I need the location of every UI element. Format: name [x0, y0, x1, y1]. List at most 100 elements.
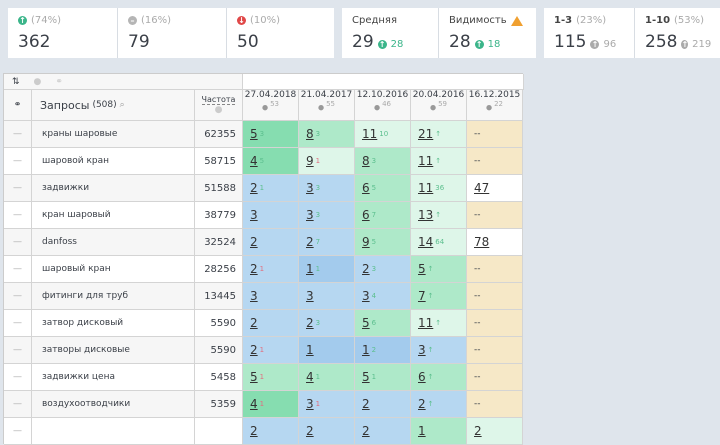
position-cell[interactable]: 3 [243, 202, 299, 229]
position-link[interactable]: 7 [418, 289, 426, 303]
query-text[interactable]: задвижки [32, 175, 195, 202]
position-link[interactable]: 2 [362, 262, 370, 276]
row-link-toggle[interactable]: — [4, 256, 32, 283]
stat-card[interactable]: 1-3 (23%) 115 ↑ 96 [544, 8, 634, 58]
position-link[interactable]: 14 [418, 235, 434, 249]
position-cell[interactable]: 1 [299, 337, 355, 364]
position-link[interactable]: 3 [306, 289, 314, 303]
date-column-header[interactable]: 20.04.2016 ● 59 [411, 90, 467, 121]
position-link[interactable]: 3 [362, 289, 370, 303]
position-cell[interactable]: 11 ↑ [411, 310, 467, 337]
stat-card[interactable]: ↓ (10%) 50 [226, 8, 334, 58]
position-cell[interactable]: 2 [467, 418, 523, 445]
query-label[interactable]: шаровый кран [42, 264, 111, 274]
position-cell[interactable]: 3 [299, 283, 355, 310]
row-link-toggle[interactable]: — [4, 202, 32, 229]
link-icon[interactable]: ⚭ [13, 100, 22, 110]
query-text[interactable]: задвижки цена [32, 364, 195, 391]
date-column-header[interactable]: 27.04.2018 ● 53 [243, 90, 299, 121]
position-link[interactable]: 78 [474, 235, 490, 249]
toggle-icon[interactable]: ● [33, 76, 42, 87]
position-link[interactable]: 11 [418, 316, 434, 330]
position-link[interactable]: 5 [418, 262, 426, 276]
position-link[interactable]: 5 [362, 316, 370, 330]
position-cell[interactable]: 3 [243, 283, 299, 310]
row-link-toggle[interactable]: — [4, 418, 32, 445]
frequency-header[interactable]: Частота ● [195, 90, 243, 121]
position-link[interactable]: 2 [250, 262, 258, 276]
position-link[interactable]: 2 [474, 424, 482, 438]
query-text[interactable] [32, 418, 195, 445]
position-cell[interactable]: 2 [355, 391, 411, 418]
row-link-toggle[interactable]: — [4, 391, 32, 418]
query-text[interactable]: краны шаровые [32, 121, 195, 148]
row-link-toggle[interactable]: — [4, 121, 32, 148]
position-link[interactable]: 1 [362, 343, 370, 357]
position-link[interactable]: 3 [306, 181, 314, 195]
position-cell[interactable]: 5 ↑ [411, 256, 467, 283]
position-link[interactable]: 6 [418, 370, 426, 384]
position-link[interactable]: 1 [306, 343, 314, 357]
query-label[interactable]: краны шаровые [42, 129, 118, 139]
row-link-toggle[interactable]: — [4, 175, 32, 202]
position-cell[interactable]: 2 [355, 418, 411, 445]
position-link[interactable]: 2 [250, 343, 258, 357]
stat-card[interactable]: – (16%) 79 [117, 8, 226, 58]
position-cell[interactable]: -- [467, 121, 523, 148]
position-link[interactable]: 2 [250, 181, 258, 195]
position-cell[interactable]: 2 [299, 418, 355, 445]
query-text[interactable]: затвор дисковый [32, 310, 195, 337]
query-label[interactable]: затвор дисковый [42, 318, 124, 328]
position-link[interactable]: 11 [418, 181, 434, 195]
position-link[interactable]: 2 [306, 235, 314, 249]
row-link-toggle[interactable]: — [4, 229, 32, 256]
position-cell[interactable]: 47 [467, 175, 523, 202]
position-link[interactable]: 13 [418, 208, 434, 222]
position-cell[interactable]: 11 10 [355, 121, 411, 148]
position-cell[interactable]: -- [467, 391, 523, 418]
position-link[interactable]: 8 [306, 127, 314, 141]
position-cell[interactable]: 2 [243, 418, 299, 445]
position-link[interactable]: 47 [474, 181, 490, 195]
position-cell[interactable]: -- [467, 364, 523, 391]
position-cell[interactable]: 2 [243, 310, 299, 337]
row-link-toggle[interactable]: — [4, 364, 32, 391]
position-link[interactable]: 11 [418, 154, 434, 168]
position-link[interactable]: 8 [362, 154, 370, 168]
row-link-toggle[interactable]: — [4, 283, 32, 310]
date-column-header[interactable]: 12.10.2016 ● 46 [355, 90, 411, 121]
query-label[interactable]: шаровой кран [42, 156, 110, 166]
position-link[interactable]: 9 [306, 154, 314, 168]
query-text[interactable]: фитинги для труб [32, 283, 195, 310]
query-label[interactable]: danfoss [42, 237, 77, 247]
position-cell[interactable]: 11 ↑ [411, 148, 467, 175]
position-link[interactable]: 6 [362, 181, 370, 195]
position-link[interactable]: 1 [306, 262, 314, 276]
position-cell[interactable]: -- [467, 148, 523, 175]
search-icon[interactable]: ⌕ [119, 100, 125, 110]
stat-card[interactable]: Средняя 29 ↑ 28 [342, 8, 438, 58]
position-link[interactable]: 4 [250, 397, 258, 411]
position-cell[interactable]: 13 ↑ [411, 202, 467, 229]
position-link[interactable]: 3 [306, 208, 314, 222]
position-link[interactable]: 11 [362, 127, 378, 141]
stat-card[interactable]: 1-10 (53%) 258 ↑ 219 [634, 8, 720, 58]
position-link[interactable]: 2 [250, 235, 258, 249]
position-cell[interactable]: -- [467, 283, 523, 310]
position-link[interactable]: 5 [362, 370, 370, 384]
stat-card[interactable]: ↑ (74%) 362 [8, 8, 117, 58]
position-link[interactable]: 1 [418, 424, 426, 438]
